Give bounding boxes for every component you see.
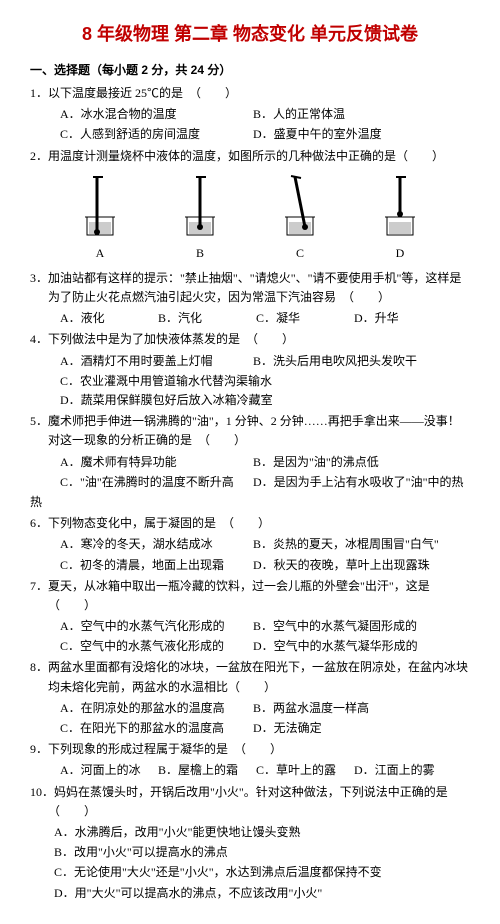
- q3-opt-d: D．升华: [354, 309, 449, 328]
- q3-opts: A．液化 B．汽化 C．凝华 D．升华: [30, 309, 470, 328]
- q7-opt-b: B．空气中的水蒸气凝固形成的: [253, 617, 443, 636]
- q4-opt-d: D．蔬菜用保鲜膜包好后放入冰箱冷藏室: [60, 391, 273, 410]
- q7-opts-row2: C．空气中的水蒸气液化形成的 D．空气中的水蒸气凝华形成的: [30, 637, 470, 656]
- thermometer-beaker-c-icon: [275, 172, 325, 242]
- q7-opt-c: C．空气中的水蒸气液化形成的: [60, 637, 250, 656]
- q9-opts: A．河面上的冰 B．屋檐上的霜 C．草叶上的露 D．江面上的雾: [30, 761, 470, 780]
- section-heading: 一、选择题（每小题 2 分，共 24 分）: [30, 61, 470, 80]
- question-8-stem: 8．两盆水里面都有没熔化的冰块，一盆放在阳光下，一盆放在阴凉处，在盆内冰块均未熔…: [30, 658, 470, 696]
- q7-opt-d: D．空气中的水蒸气凝华形成的: [253, 637, 443, 656]
- q2-label-d: D: [396, 246, 405, 260]
- question-9-stem: 9．下列现象的形成过程属于凝华的是 （ ）: [30, 740, 470, 759]
- q2-diagram-a: A: [75, 172, 125, 263]
- q6-opt-a: A．寒冷的冬天，湖水结成冰: [60, 535, 250, 554]
- q6-opts-row2: C．初冬的清晨，地面上出现霜 D．秋天的夜晚，草叶上出现露珠: [30, 556, 470, 575]
- q9-opt-c: C．草叶上的露: [256, 761, 351, 780]
- q2-diagram-row: A B C D: [50, 172, 450, 263]
- q2-label-b: B: [196, 246, 204, 260]
- question-4-stem: 4．下列做法中是为了加快液体蒸发的是 （ ）: [30, 330, 470, 349]
- q5-opt-c: C．"油"在沸腾时的温度不断升高: [60, 473, 250, 492]
- q5-opt-d-trail: 热: [30, 493, 470, 512]
- q5-opt-d: D．是因为手上沾有水吸收了"油"中的热: [253, 473, 463, 492]
- thermometer-beaker-d-icon: [375, 172, 425, 242]
- q3-opt-a: A．液化: [60, 309, 155, 328]
- question-6-stem: 6．下列物态变化中，属于凝固的是 （ ）: [30, 514, 470, 533]
- q1-opt-b: B．人的正常体温: [253, 105, 443, 124]
- q9-opt-b: B．屋檐上的霜: [158, 761, 253, 780]
- q5-opt-b: B．是因为"油"的沸点低: [253, 453, 443, 472]
- q8-opt-a: A．在阴凉处的那盆水的温度高: [60, 699, 250, 718]
- thermometer-beaker-b-icon: [175, 172, 225, 242]
- q8-opt-d: D．无法确定: [253, 719, 443, 738]
- q4-opt-a: A．酒精灯不用时要盖上灯帽: [60, 352, 250, 371]
- thermometer-beaker-a-icon: [75, 172, 125, 242]
- q2-label-c: C: [296, 246, 304, 260]
- q9-opt-a: A．河面上的冰: [60, 761, 155, 780]
- q10-opt-a: A．水沸腾后，改用"小火"能更快地让馒头变熟: [30, 823, 470, 842]
- q2-diagram-c: C: [275, 172, 325, 263]
- question-10-stem: 10．妈妈在蒸馒头时，开锅后改用"小火"。针对这种做法，下列说法中正确的是（ ）: [30, 783, 470, 821]
- question-3-stem: 3．加油站都有这样的提示："禁止抽烟"、"请熄火"、"请不要使用手机"等，这样是…: [30, 269, 470, 307]
- question-2-stem: 2．用温度计测量烧杯中液体的温度，如图所示的几种做法中正确的是（ ）: [30, 147, 470, 166]
- q2-label-a: A: [96, 246, 105, 260]
- q6-opt-d: D．秋天的夜晚，草叶上出现露珠: [253, 556, 443, 575]
- q6-opt-b: B．炎热的夏天，冰棍周围冒"白气": [253, 535, 443, 554]
- question-1-stem: 1．以下温度最接近 25℃的是 （ ）: [30, 84, 470, 103]
- q3-opt-c: C．凝华: [256, 309, 351, 328]
- q1-opt-c: C．人感到舒适的房间温度: [60, 125, 250, 144]
- q5-opt-a: A．魔术师有特异功能: [60, 453, 250, 472]
- q4-opts-row2: C．农业灌溉中用管道输水代替沟渠输水 D．蔬菜用保鲜膜包好后放入冰箱冷藏室: [30, 372, 470, 410]
- q2-diagram-b: B: [175, 172, 225, 263]
- q3-opt-b: B．汽化: [158, 309, 253, 328]
- q7-opts-row1: A．空气中的水蒸气汽化形成的 B．空气中的水蒸气凝固形成的: [30, 617, 470, 636]
- q6-opt-c: C．初冬的清晨，地面上出现霜: [60, 556, 250, 575]
- q8-opts-row2: C．在阳光下的那盆水的温度高 D．无法确定: [30, 719, 470, 738]
- q2-diagram-d: D: [375, 172, 425, 263]
- q5-opts-row1: A．魔术师有特异功能 B．是因为"油"的沸点低: [30, 453, 470, 472]
- question-7-stem: 7．夏天，从冰箱中取出一瓶冷藏的饮料，过一会儿瓶的外壁会"出汗"，这是 （ ）: [30, 577, 470, 615]
- q6-opts-row1: A．寒冷的冬天，湖水结成冰 B．炎热的夏天，冰棍周围冒"白气": [30, 535, 470, 554]
- q8-opts-row1: A．在阴凉处的那盆水的温度高 B．两盆水温度一样高: [30, 699, 470, 718]
- q9-opt-d: D．江面上的雾: [354, 761, 449, 780]
- q10-opt-b: B．改用"小火"可以提高水的沸点: [30, 843, 470, 862]
- q7-opt-a: A．空气中的水蒸气汽化形成的: [60, 617, 250, 636]
- q10-opt-d: D．用"大火"可以提高水的沸点，不应该改用"小火": [30, 884, 470, 903]
- q4-opt-b: B．洗头后用电吹风把头发吹干: [253, 352, 443, 371]
- q1-opt-d: D．盛夏中午的室外温度: [253, 125, 443, 144]
- q8-opt-b: B．两盆水温度一样高: [253, 699, 443, 718]
- page-title: 8 年级物理 第二章 物态变化 单元反馈试卷: [30, 20, 470, 49]
- q1-opt-a: A．冰水混合物的温度: [60, 105, 250, 124]
- q1-opts-row2: C．人感到舒适的房间温度 D．盛夏中午的室外温度: [30, 125, 470, 144]
- q1-opts-row1: A．冰水混合物的温度 B．人的正常体温: [30, 105, 470, 124]
- q8-opt-c: C．在阳光下的那盆水的温度高: [60, 719, 250, 738]
- q5-opts-row2: C．"油"在沸腾时的温度不断升高 D．是因为手上沾有水吸收了"油"中的热: [30, 473, 470, 492]
- q4-opts-row1: A．酒精灯不用时要盖上灯帽 B．洗头后用电吹风把头发吹干: [30, 352, 470, 371]
- question-5-stem: 5．魔术师把手伸进一锅沸腾的"油"，1 分钟、2 分钟……再把手拿出来——没事！…: [30, 412, 470, 450]
- q4-opt-c: C．农业灌溉中用管道输水代替沟渠输水: [60, 372, 272, 391]
- q10-opt-c: C．无论使用"大火"还是"小火"，水达到沸点后温度都保持不变: [30, 863, 470, 882]
